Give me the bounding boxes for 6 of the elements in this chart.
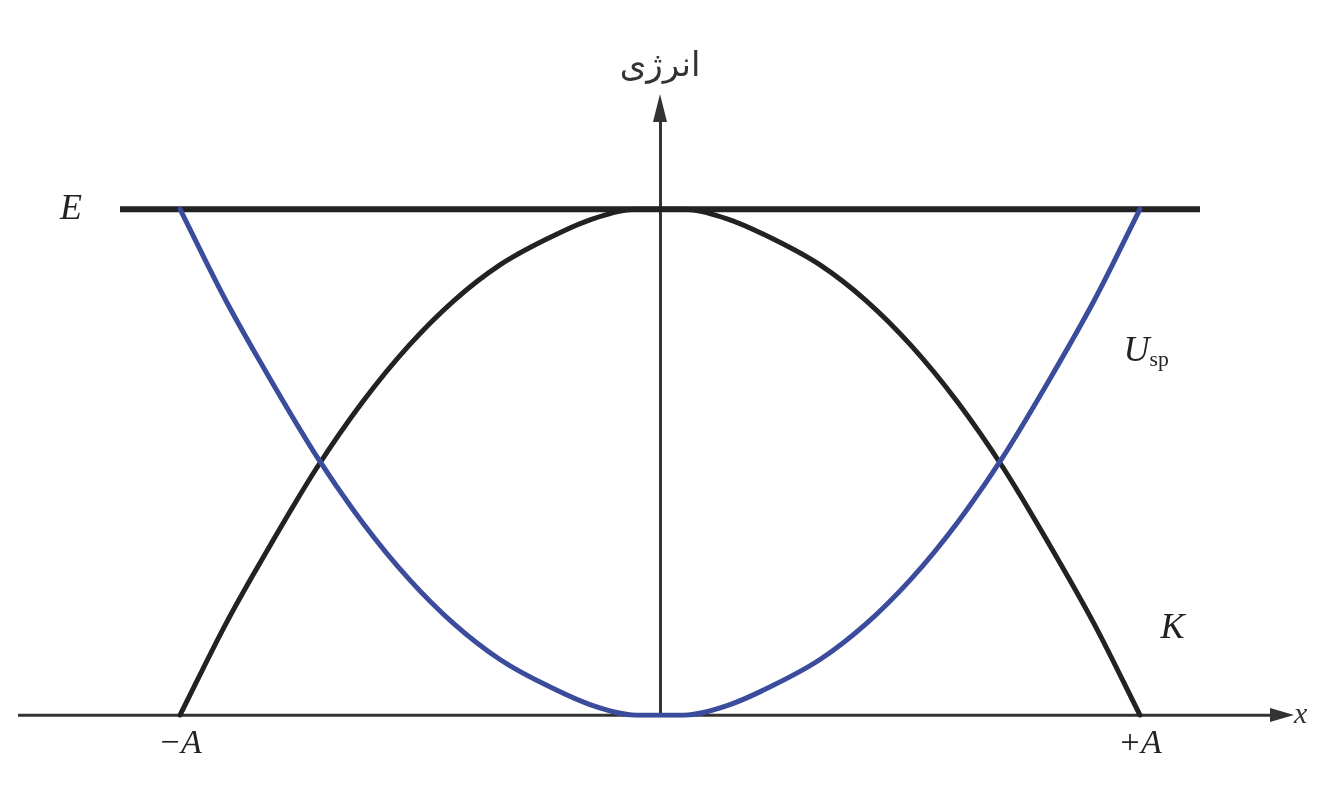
- ref-line-label: E: [59, 186, 82, 227]
- y-axis-title: انرژی: [619, 43, 701, 85]
- x-axis-title: x: [1293, 696, 1308, 730]
- x-tick-label: −A: [158, 722, 203, 760]
- series-label: K: [1159, 605, 1187, 646]
- x-tick-label: +A: [1118, 722, 1163, 760]
